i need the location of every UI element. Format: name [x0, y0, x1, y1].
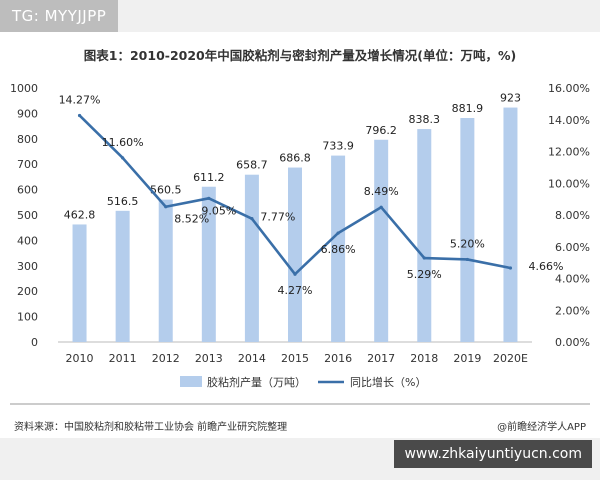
y-right-tick-label: 12.00% [548, 146, 590, 159]
bar [201, 186, 216, 342]
watermark-top: TG: MYYJJPP [0, 0, 119, 32]
x-tick-label: 2010 [66, 352, 94, 365]
growth-value-label: 8.49% [364, 185, 399, 198]
x-tick-label: 2011 [109, 352, 137, 365]
growth-value-label: 4.27% [278, 284, 313, 297]
y-left-tick-label: 100 [17, 311, 38, 324]
bar [374, 139, 389, 342]
x-tick-label: 2020E [493, 352, 528, 365]
y-left-tick-label: 600 [17, 184, 38, 197]
y-right-tick-label: 2.00% [555, 304, 590, 317]
y-right-tick-label: 6.00% [555, 241, 590, 254]
growth-value-label: 11.60% [102, 136, 144, 149]
growth-value-label: 7.77% [260, 211, 295, 224]
x-tick-label: 2012 [152, 352, 180, 365]
y-right-tick-label: 16.00% [548, 82, 590, 95]
growth-value-label: 9.05% [201, 204, 236, 217]
growth-value-label: 6.86% [321, 243, 356, 256]
growth-value-label: 4.66% [528, 260, 563, 273]
y-left-tick-label: 300 [17, 260, 38, 273]
bar [115, 210, 130, 342]
growth-point [336, 231, 340, 235]
x-tick-label: 2018 [410, 352, 438, 365]
y-right-tick-label: 14.00% [548, 114, 590, 127]
y-right-tick-label: 10.00% [548, 177, 590, 190]
bar [331, 155, 346, 342]
credit-note: @前瞻经济学人APP [497, 422, 586, 433]
y-right-tick-label: 0.00% [555, 336, 590, 349]
bar-value-label: 881.9 [452, 102, 484, 115]
growth-point [293, 272, 297, 276]
growth-value-label: 5.29% [407, 268, 442, 281]
growth-point [121, 156, 125, 160]
y-left-tick-label: 0 [31, 336, 38, 349]
x-tick-label: 2019 [453, 352, 481, 365]
watermark-bottom: www.zhkaiyuntiyucn.com [394, 440, 592, 468]
y-left-tick-label: 500 [17, 209, 38, 222]
bar-value-label: 923 [500, 92, 521, 105]
bar [244, 174, 259, 342]
bar-value-label: 462.8 [64, 208, 96, 221]
legend-line-label: 同比增长（%） [350, 375, 426, 389]
growth-point [379, 205, 383, 209]
growth-point [250, 217, 254, 221]
chart-title: 图表1：2010-2020年中国胶粘剂与密封剂产量及增长情况(单位：万吨，%) [83, 48, 517, 63]
bar-value-label: 686.8 [279, 152, 311, 165]
legend-bar-swatch [180, 376, 202, 387]
bar [503, 107, 518, 342]
growth-value-label: 8.52% [174, 213, 209, 226]
bar [417, 129, 432, 342]
y-left-tick-label: 800 [17, 133, 38, 146]
y-right-tick-label: 4.00% [555, 273, 590, 286]
x-tick-label: 2017 [367, 352, 395, 365]
y-left-tick-label: 700 [17, 158, 38, 171]
bar [288, 167, 302, 342]
growth-point [77, 113, 82, 118]
bar [460, 117, 475, 342]
source-note: 资料来源：中国胶粘剂和胶粘带工业协会 前瞻产业研究院整理 [14, 422, 288, 433]
bar-value-label: 796.2 [365, 124, 397, 137]
growth-point [207, 196, 211, 200]
bar-value-label: 560.5 [150, 184, 182, 197]
growth-value-label: 14.27% [59, 93, 101, 106]
x-tick-label: 2013 [195, 352, 223, 365]
growth-value-label: 5.20% [450, 237, 485, 250]
x-tick-label: 2015 [281, 352, 309, 365]
growth-point [465, 257, 469, 262]
bar-value-label: 516.5 [107, 195, 139, 208]
x-tick-label: 2016 [324, 352, 352, 365]
y-left-tick-label: 200 [17, 285, 38, 298]
y-right-tick-label: 8.00% [555, 209, 590, 222]
bar [72, 224, 87, 342]
y-left-tick-label: 900 [17, 107, 38, 120]
bar [158, 199, 173, 342]
growth-point [422, 256, 426, 260]
bar-value-label: 838.3 [409, 113, 441, 126]
growth-point [508, 266, 513, 270]
growth-point [164, 205, 168, 209]
y-left-tick-label: 1000 [10, 82, 38, 95]
bar-value-label: 733.9 [322, 140, 354, 153]
y-left-tick-label: 400 [17, 234, 38, 247]
bar-value-label: 658.7 [236, 159, 268, 172]
bar-value-label: 611.2 [193, 171, 225, 184]
legend-bar-label: 胶粘剂产量（万吨） [207, 375, 306, 389]
x-tick-label: 2014 [238, 352, 266, 365]
